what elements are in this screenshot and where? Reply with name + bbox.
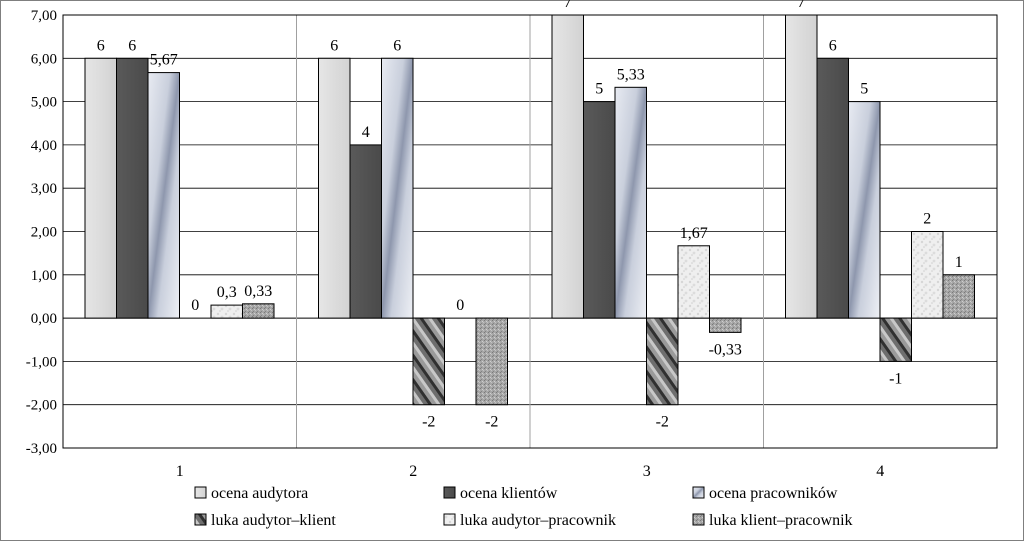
legend-label-ocena-audytora: ocena audytora: [211, 485, 308, 502]
bar-ocena-audytora-2: [318, 57, 351, 319]
bar-ocena-klientow-4: [816, 57, 849, 319]
y-tick-label: 3,00: [31, 181, 57, 197]
data-label: -0,33: [709, 341, 742, 358]
bar-luka-klient-pracownik-4: [942, 274, 975, 319]
bars: [84, 14, 975, 406]
bar-luka-klient-pracownik-2: [475, 317, 508, 406]
x-tick-label: 4: [876, 463, 884, 480]
legend-swatch-ocena-pracownikow: [692, 486, 705, 499]
bar-ocena-audytora-3: [551, 14, 584, 319]
bar-ocena-pracownikow-3: [614, 86, 647, 319]
bar-ocena-pracownikow-1: [147, 72, 180, 319]
bar-ocena-klientow-2: [349, 144, 382, 319]
legend-swatch-ocena-audytora: [194, 486, 207, 499]
bar-ocena-audytora-1: [84, 57, 117, 319]
data-label: 4: [362, 124, 370, 141]
bar-ocena-audytora-4: [785, 14, 818, 319]
x-tick-label: 2: [409, 463, 417, 480]
legend-label-ocena-pracownikow: ocena pracowników: [709, 485, 838, 502]
legend-swatch-luka-audytor-klient: [194, 513, 207, 526]
data-label: 0: [191, 297, 199, 314]
legend-label-ocena-klientow: ocena klientów: [460, 485, 558, 502]
legend-label-luka-audytor-pracownik: luka audytor–pracownik: [460, 512, 616, 529]
y-tick-label: 6,00: [31, 51, 57, 67]
data-label: 1: [955, 254, 963, 271]
plot-area-border: [62, 14, 998, 449]
data-label: 6: [330, 37, 338, 54]
legend-swatch-luka-klient-pracownik: [692, 513, 705, 526]
y-tick-label: 2,00: [31, 225, 57, 241]
x-tick-label: 1: [176, 463, 184, 480]
legend-label-luka-klient-pracownik: luka klient–pracownik: [709, 512, 853, 529]
y-tick-label: 1,00: [31, 268, 57, 284]
bar-ocena-pracownikow-2: [381, 57, 414, 319]
bar-luka-audytor-klient-2: [412, 317, 445, 406]
data-label: 6: [393, 37, 401, 54]
y-tick-label: -1,00: [26, 354, 57, 370]
data-label: 7: [564, 0, 572, 11]
bar-ocena-pracownikow-4: [848, 101, 881, 319]
data-label: 6: [97, 37, 105, 54]
legend-swatch-luka-audytor-pracownik: [443, 513, 456, 526]
data-label: 0,33: [244, 283, 272, 300]
data-label: -2: [656, 414, 669, 431]
data-label: -2: [485, 414, 498, 431]
legend: ocena audytora ocena klientów ocena pracow…: [194, 485, 853, 529]
y-tick-label: 4,00: [31, 138, 57, 154]
y-tick-label: 0,00: [31, 311, 57, 327]
data-label: 6: [128, 37, 136, 54]
x-tick-label: 3: [643, 463, 651, 480]
bar-luka-audytor-pracownik-3: [677, 245, 710, 319]
y-tick-label: -3,00: [26, 441, 57, 457]
data-label: 5,67: [150, 52, 178, 69]
axes: -3,00 -2,00 -1,00 0,00 1,00 2,00 3,00 4,00 5,00 6…: [26, 8, 998, 480]
data-label: -1: [889, 370, 902, 387]
data-label: 5,33: [617, 66, 645, 83]
data-label: 7: [797, 0, 805, 11]
bar-ocena-klientow-1: [116, 57, 149, 319]
data-label: 5: [595, 81, 603, 98]
data-label: 0,3: [217, 284, 237, 301]
bar-ocena-klientow-3: [583, 101, 616, 319]
data-label: 6: [829, 37, 837, 54]
bar-luka-audytor-klient-3: [646, 317, 679, 406]
data-label: 2: [923, 211, 931, 228]
bar-luka-klient-pracownik-1: [242, 303, 275, 319]
data-label: 0: [456, 297, 464, 314]
y-tick-label: 7,00: [31, 8, 57, 24]
bar-luka-audytor-pracownik-1: [210, 304, 243, 319]
y-tick-label: -2,00: [26, 398, 57, 414]
data-labels: 6 6 5,67 0 0,3 0,33 6 4 6 -2 0 -2 7 5 5,33 -2 1,67 -0,33 7…: [97, 0, 963, 431]
legend-swatch-ocena-klientow: [443, 486, 456, 499]
data-label: 1,67: [680, 225, 708, 242]
data-label: -2: [422, 414, 435, 431]
legend-label-luka-audytor-klient: luka audytor–klient: [211, 512, 336, 529]
bar-luka-audytor-klient-4: [879, 317, 912, 362]
data-label: 5: [860, 81, 868, 98]
y-tick-label: 5,00: [31, 95, 57, 111]
bar-luka-klient-pracownik-3: [709, 317, 742, 333]
bar-luka-audytor-pracownik-4: [911, 231, 944, 319]
